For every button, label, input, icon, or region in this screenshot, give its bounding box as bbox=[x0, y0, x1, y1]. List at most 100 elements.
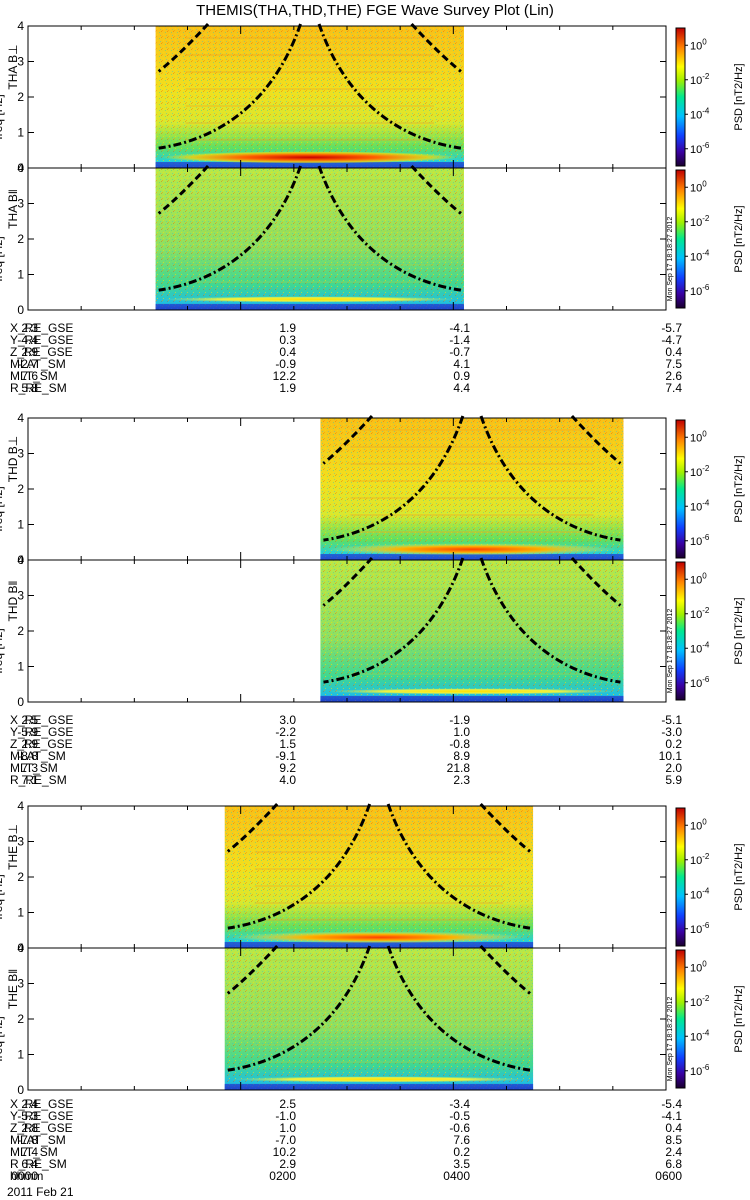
colorbar bbox=[675, 27, 686, 167]
ephemeris-label: MLAT_SM bbox=[10, 749, 66, 763]
freq-tick-label: 4 bbox=[17, 941, 24, 955]
ephemeris-label: X_RE_GSE bbox=[10, 713, 74, 727]
ephemeris-value: -1.4 bbox=[449, 333, 470, 347]
colorbar-tick-label: 10-4 bbox=[690, 248, 710, 263]
spectrogram-panel: 0 1 2 3 4 THD B⊥freq [Hz] 100 10-2 10-4 10-6 PSD [… bbox=[0, 411, 745, 567]
ephemeris-value: 4.4 bbox=[453, 381, 470, 395]
ephemeris-value: -1.9 bbox=[449, 713, 470, 727]
spectrogram-panel: 0 1 2 3 4 THE B⊥freq [Hz] 100 10-2 10-4 10-6 PSD [… bbox=[0, 799, 745, 955]
gyrofreq-curve bbox=[479, 415, 621, 542]
spectrogram-texture bbox=[320, 560, 624, 702]
ephemeris-value: -0.5 bbox=[449, 1109, 470, 1123]
freq-tick-label: 1 bbox=[17, 906, 24, 920]
gyrofreq-curve-dashed bbox=[570, 556, 622, 607]
spectrogram-texture bbox=[320, 418, 624, 560]
ephemeris-value: -3.4 bbox=[449, 1097, 470, 1111]
panel-label: THA B‖ bbox=[6, 189, 20, 229]
ephemeris-label: Y_RE_GSE bbox=[10, 333, 74, 347]
colorbar-tick-label: 10-2 bbox=[690, 606, 710, 621]
ephemeris-value: 7.6 bbox=[21, 369, 38, 383]
ephemeris-label: MLAT_SM bbox=[10, 357, 66, 371]
ephemeris-value: 8.9 bbox=[453, 749, 470, 763]
ephemeris-value: 0.4 bbox=[279, 345, 296, 359]
colorbar-tick-label: 10-4 bbox=[690, 498, 710, 513]
date-label: 2011 Feb 21 bbox=[7, 1185, 74, 1199]
wave-peak bbox=[161, 151, 458, 164]
freq-tick-label: 1 bbox=[17, 518, 24, 532]
ephemeris-value: 7.3 bbox=[21, 761, 38, 775]
gyrofreq-curve bbox=[227, 945, 372, 1072]
ephemeris-value: 0.2 bbox=[453, 1145, 470, 1159]
ephemeris-value: -2.7 bbox=[17, 357, 38, 371]
freq-tick-label: 2 bbox=[17, 232, 24, 246]
colorbar-tick-label: 10-2 bbox=[690, 72, 710, 87]
ephemeris-value: 0.3 bbox=[279, 333, 296, 347]
colorbar-label: PSD [nT2/Hz] bbox=[733, 205, 745, 272]
ephemeris-value: 3.0 bbox=[279, 713, 296, 727]
spectrogram-panel: 0 1 2 3 4 THA B⊥freq [Hz] 100 10-2 10-4 10-6 PSD [… bbox=[0, 19, 745, 175]
colorbar-tick-label: 10-6 bbox=[690, 921, 710, 936]
gyrofreq-curve bbox=[323, 415, 465, 542]
time-row-label: hhmm bbox=[10, 1169, 44, 1183]
timestamp-stamp: Mon Sep 17 18:18:27 2012 bbox=[667, 997, 674, 1082]
spectrogram-texture bbox=[155, 26, 464, 168]
freq-tick-label: 0 bbox=[17, 553, 24, 567]
freq-axis-label: freq [Hz] bbox=[0, 486, 5, 531]
colorbar-label: PSD [nT2/Hz] bbox=[733, 63, 745, 130]
ephemeris-value: 0.4 bbox=[665, 1121, 682, 1135]
colorbar-tick-label: 100 bbox=[690, 817, 707, 832]
freq-tick-label: 3 bbox=[17, 55, 24, 69]
gyrofreq-curve bbox=[158, 23, 302, 150]
ephemeris-value: 8.5 bbox=[665, 1133, 682, 1147]
time-row-value: 0600 bbox=[655, 1169, 682, 1183]
time-row-value: 0000 bbox=[11, 1169, 38, 1183]
colorbar bbox=[675, 419, 686, 559]
freq-tick-label: 3 bbox=[17, 835, 24, 849]
low-freq-band bbox=[224, 942, 534, 948]
gyrofreq-curve bbox=[386, 803, 531, 930]
ephemeris-value: -5.4 bbox=[661, 1097, 682, 1111]
ephemeris-value: 7.4 bbox=[665, 381, 682, 395]
ephemeris-label: Y_RE_GSE bbox=[10, 725, 74, 739]
colorbar-tick-label: 10-6 bbox=[690, 675, 710, 690]
panel-label: THD B⊥ bbox=[6, 436, 20, 482]
ephemeris-value: 1.5 bbox=[279, 737, 296, 751]
colorbar-label: PSD [nT2/Hz] bbox=[733, 843, 745, 910]
ephemeris-value: 2.6 bbox=[665, 369, 682, 383]
ephemeris-label: R_RE_SM bbox=[10, 381, 67, 395]
ephemeris-label: Y_RE_GSE bbox=[10, 1109, 74, 1123]
low-freq-band bbox=[155, 162, 464, 168]
panel-label: THE B‖ bbox=[6, 969, 20, 1009]
ephemeris-value: -5.3 bbox=[17, 1109, 38, 1123]
ephemeris-value: 2.9 bbox=[279, 1157, 296, 1171]
time-row-value: 0400 bbox=[443, 1169, 470, 1183]
ephemeris-value: 4.0 bbox=[279, 773, 296, 787]
gyrofreq-curve bbox=[386, 945, 531, 1072]
ephemeris-value: 2.8 bbox=[21, 1121, 38, 1135]
spectrogram-texture bbox=[155, 168, 464, 310]
timestamp-stamp: Mon Sep 17 18:18:27 2012 bbox=[667, 217, 674, 302]
ephemeris-value: 1.0 bbox=[453, 725, 470, 739]
ephemeris-value: 10.1 bbox=[658, 749, 682, 763]
ephemeris-value: 0.9 bbox=[453, 369, 470, 383]
ephemeris-label: MLT_SM bbox=[10, 761, 58, 775]
colorbar-tick-label: 10-6 bbox=[690, 283, 710, 298]
freq-tick-label: 2 bbox=[17, 90, 24, 104]
panel-label: THD B‖ bbox=[6, 581, 20, 622]
ephemeris-label: MLAT_SM bbox=[10, 1133, 66, 1147]
ephemeris-label: Z_RE_GSE bbox=[10, 345, 73, 359]
ephemeris-label: R_RE_SM bbox=[10, 1157, 67, 1171]
ephemeris-label: X_RE_GSE bbox=[10, 1097, 74, 1111]
colorbar-tick-label: 100 bbox=[690, 429, 707, 444]
colorbar-tick-label: 10-2 bbox=[690, 214, 710, 229]
ephemeris-value: -7.8 bbox=[17, 1133, 38, 1147]
freq-tick-label: 1 bbox=[17, 1048, 24, 1062]
colorbar bbox=[675, 561, 686, 701]
freq-tick-label: 3 bbox=[17, 197, 24, 211]
ephemeris-value: -7.0 bbox=[275, 1133, 296, 1147]
ephemeris-value: 2.3 bbox=[21, 321, 38, 335]
ephemeris-value: 6.8 bbox=[665, 1157, 682, 1171]
ephemeris-value: 2.5 bbox=[21, 713, 38, 727]
ephemeris-value: 7.5 bbox=[665, 357, 682, 371]
freq-tick-label: 3 bbox=[17, 447, 24, 461]
